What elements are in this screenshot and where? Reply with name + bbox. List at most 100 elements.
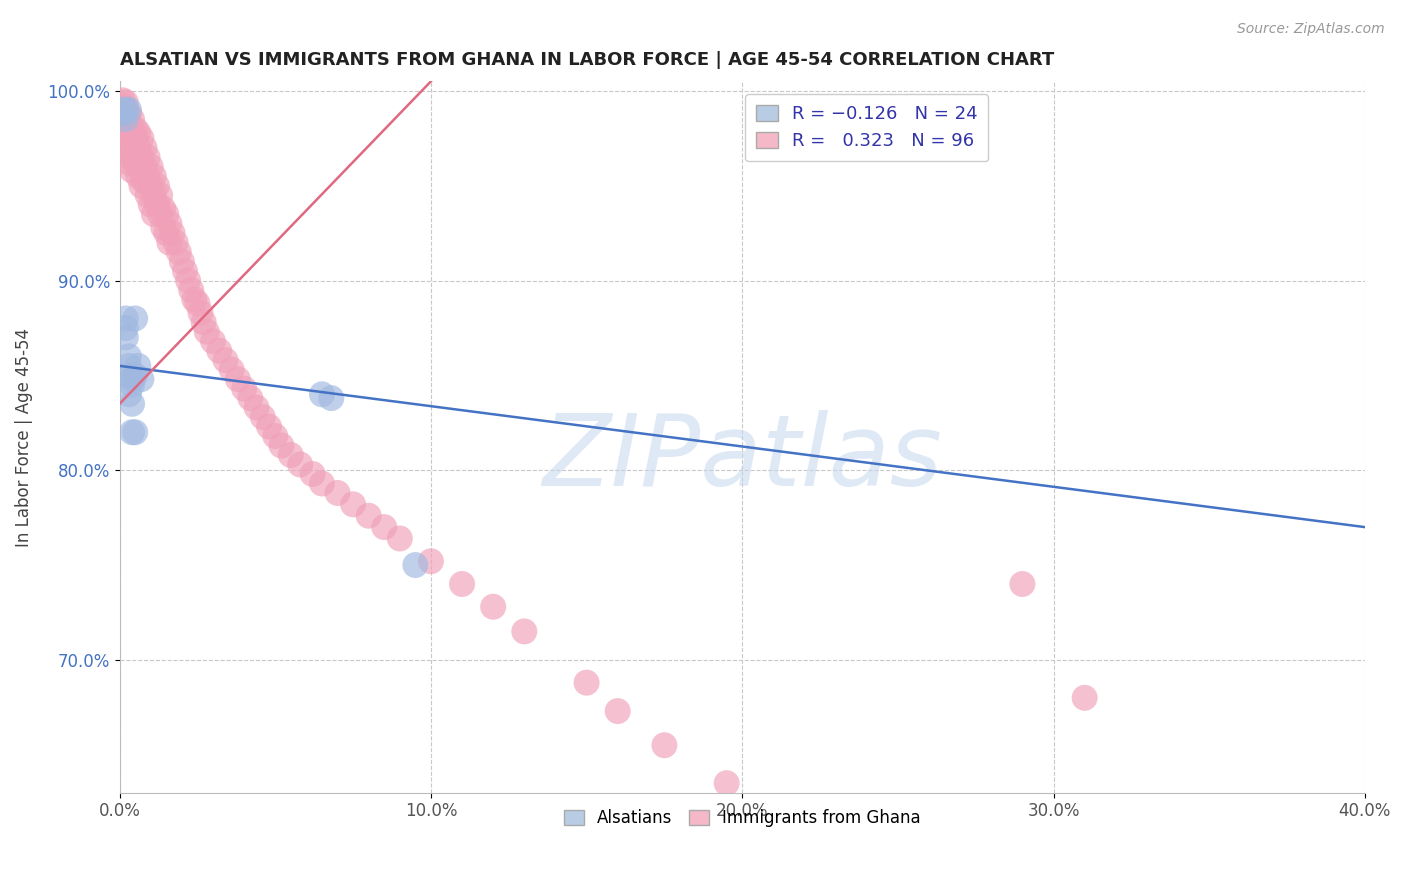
Point bbox=[170, 254, 193, 268]
Point bbox=[136, 188, 159, 202]
Point bbox=[127, 359, 149, 373]
Point bbox=[131, 150, 153, 164]
Point bbox=[419, 554, 441, 568]
Point bbox=[131, 178, 153, 193]
Point bbox=[245, 401, 267, 415]
Point bbox=[115, 95, 138, 110]
Point bbox=[121, 425, 143, 440]
Point bbox=[127, 169, 149, 184]
Point bbox=[139, 178, 162, 193]
Point bbox=[121, 136, 143, 151]
Point bbox=[1073, 690, 1095, 705]
Point bbox=[121, 112, 143, 127]
Point bbox=[127, 154, 149, 169]
Point bbox=[149, 207, 172, 221]
Point bbox=[388, 532, 411, 546]
Point bbox=[288, 458, 311, 472]
Point bbox=[118, 350, 141, 364]
Point bbox=[157, 217, 180, 231]
Point bbox=[280, 448, 302, 462]
Point bbox=[326, 486, 349, 500]
Point bbox=[118, 156, 141, 170]
Point bbox=[115, 112, 138, 127]
Point bbox=[131, 163, 153, 178]
Point bbox=[134, 175, 156, 189]
Point bbox=[118, 387, 141, 401]
Point bbox=[174, 264, 197, 278]
Point bbox=[111, 106, 134, 120]
Point bbox=[118, 368, 141, 383]
Point bbox=[118, 106, 141, 120]
Point bbox=[239, 391, 262, 405]
Point bbox=[301, 467, 323, 481]
Point bbox=[118, 145, 141, 159]
Point bbox=[264, 429, 287, 443]
Text: Source: ZipAtlas.com: Source: ZipAtlas.com bbox=[1237, 22, 1385, 37]
Point bbox=[146, 178, 169, 193]
Point bbox=[190, 306, 212, 320]
Point bbox=[342, 497, 364, 511]
Point bbox=[793, 808, 815, 822]
Point bbox=[124, 311, 146, 326]
Point bbox=[124, 156, 146, 170]
Point bbox=[186, 296, 208, 310]
Point bbox=[124, 121, 146, 136]
Point bbox=[118, 136, 141, 151]
Point bbox=[162, 226, 184, 240]
Point bbox=[311, 476, 333, 491]
Point bbox=[155, 226, 177, 240]
Point bbox=[115, 121, 138, 136]
Point bbox=[118, 116, 141, 130]
Text: ZIPatlas: ZIPatlas bbox=[543, 409, 942, 507]
Point bbox=[111, 93, 134, 107]
Point bbox=[208, 343, 231, 358]
Point bbox=[115, 112, 138, 127]
Point bbox=[357, 508, 380, 523]
Point bbox=[373, 520, 395, 534]
Point bbox=[127, 126, 149, 140]
Point bbox=[139, 197, 162, 211]
Point bbox=[121, 377, 143, 392]
Point bbox=[142, 169, 165, 184]
Point bbox=[111, 106, 134, 120]
Point bbox=[180, 283, 202, 297]
Point bbox=[201, 334, 224, 349]
Legend: Alsatians, Immigrants from Ghana: Alsatians, Immigrants from Ghana bbox=[557, 803, 928, 834]
Point bbox=[115, 103, 138, 117]
Point bbox=[118, 126, 141, 140]
Point bbox=[142, 207, 165, 221]
Point bbox=[654, 738, 676, 752]
Point bbox=[115, 103, 138, 117]
Point bbox=[118, 103, 141, 117]
Point bbox=[193, 315, 215, 329]
Point bbox=[716, 776, 738, 790]
Point bbox=[321, 391, 343, 405]
Point bbox=[124, 131, 146, 145]
Point bbox=[134, 160, 156, 174]
Point bbox=[139, 160, 162, 174]
Point bbox=[124, 145, 146, 159]
Point bbox=[606, 704, 628, 718]
Point bbox=[118, 359, 141, 373]
Point bbox=[152, 202, 174, 216]
Point bbox=[136, 169, 159, 184]
Point bbox=[115, 330, 138, 344]
Point bbox=[152, 220, 174, 235]
Point bbox=[134, 141, 156, 155]
Point bbox=[121, 397, 143, 411]
Point bbox=[136, 150, 159, 164]
Point bbox=[165, 235, 187, 250]
Point bbox=[124, 368, 146, 383]
Point bbox=[1011, 577, 1033, 591]
Point bbox=[131, 372, 153, 386]
Point bbox=[183, 293, 205, 307]
Point bbox=[124, 425, 146, 440]
Point bbox=[177, 273, 200, 287]
Point bbox=[121, 150, 143, 164]
Point bbox=[155, 207, 177, 221]
Point bbox=[121, 163, 143, 178]
Point bbox=[513, 624, 536, 639]
Point bbox=[157, 235, 180, 250]
Text: ALSATIAN VS IMMIGRANTS FROM GHANA IN LABOR FORCE | AGE 45-54 CORRELATION CHART: ALSATIAN VS IMMIGRANTS FROM GHANA IN LAB… bbox=[120, 51, 1054, 69]
Point bbox=[142, 188, 165, 202]
